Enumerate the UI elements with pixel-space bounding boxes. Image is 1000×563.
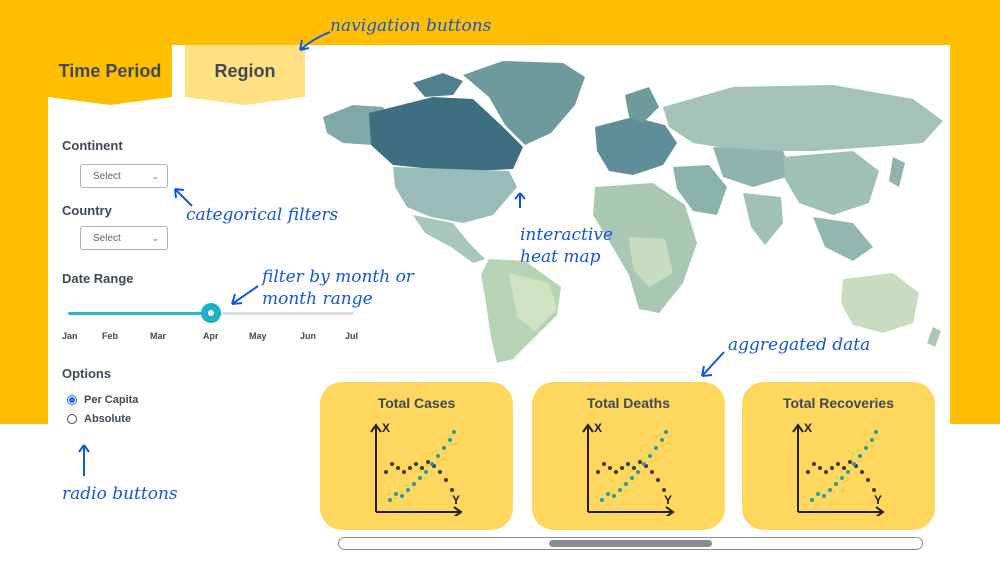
card-title: Total Recoveries [782, 395, 894, 411]
annotation-navigation: navigation buttons [330, 16, 492, 36]
month-label: Jul [345, 331, 359, 341]
map-region-europe [595, 117, 677, 175]
date-range-label: Date Range [62, 271, 134, 286]
arrow-icon [174, 188, 193, 207]
card-title: Total Deaths [587, 395, 670, 411]
map-region-arctic-islands [413, 73, 463, 97]
country-label: Country [62, 203, 112, 218]
annotation-map: interactive heat map [520, 225, 613, 267]
continent-label: Continent [62, 138, 123, 153]
radio-per-capita[interactable]: Per Capita [67, 394, 138, 406]
line-chart-icon: X Y [370, 421, 463, 516]
country-select-value: Select [93, 232, 121, 244]
arrow-icon [514, 192, 526, 208]
total-recoveries-card[interactable]: Total Recoveries X Y [742, 382, 935, 530]
radio-icon [67, 414, 77, 424]
continent-select-value: Select [93, 170, 121, 182]
svg-text:Y: Y [452, 493, 460, 507]
map-region-central-africa [629, 237, 673, 287]
map-region-canada [369, 97, 523, 171]
month-label: Jun [300, 331, 317, 341]
annotation-radio: radio buttons [62, 484, 178, 504]
map-region-china [783, 151, 879, 215]
map-region-japan [889, 157, 905, 187]
chevron-down-icon: ⌄ [151, 170, 159, 181]
options-label: Options [62, 366, 112, 381]
map-region-middle-east [673, 165, 727, 215]
radio-icon [67, 395, 77, 405]
map-region-new-zealand [927, 327, 941, 347]
svg-text:X: X [594, 421, 602, 435]
tab-time-period[interactable]: Time Period [48, 45, 172, 105]
annotation-filters: categorical filters [186, 205, 339, 225]
horizontal-scrollbar[interactable] [338, 537, 923, 550]
arrow-icon [231, 285, 259, 305]
annotation-aggregated: aggregated data [728, 335, 871, 355]
map-region-usa [393, 167, 517, 223]
tab-region[interactable]: Region [185, 45, 305, 105]
radio-label: Absolute [84, 413, 132, 425]
svg-text:X: X [804, 421, 812, 435]
map-region-australia [841, 273, 919, 333]
continent-select[interactable]: Select ⌄ [80, 164, 168, 188]
radio-absolute[interactable]: Absolute [67, 413, 131, 425]
svg-text:X: X [382, 421, 390, 435]
map-region-scandinavia [625, 87, 659, 123]
radio-label: Per Capita [84, 394, 139, 406]
map-region-central-asia [713, 147, 793, 187]
svg-text:Y: Y [664, 493, 672, 507]
total-deaths-card[interactable]: Total Deaths X Y [532, 382, 725, 530]
date-range-fill [68, 312, 211, 315]
month-label: Apr [203, 331, 219, 341]
map-region-russia [663, 85, 943, 151]
chevron-down-icon: ⌄ [151, 232, 159, 243]
svg-text:Y: Y [874, 493, 882, 507]
line-chart-icon: X Y [582, 421, 675, 516]
line-chart-icon: X Y [792, 421, 885, 516]
map-region-greenland [463, 61, 585, 145]
world-heat-map[interactable] [313, 47, 953, 367]
arrow-icon [299, 31, 331, 51]
map-region-brazil [509, 273, 557, 331]
month-label: Mar [150, 331, 167, 341]
country-select[interactable]: Select ⌄ [80, 226, 168, 250]
tab-time-period-label: Time Period [58, 60, 162, 81]
month-label: Jan [62, 331, 78, 341]
map-region-india [743, 193, 783, 245]
map-region-mexico [413, 215, 485, 263]
tab-region-label: Region [214, 60, 276, 81]
arrow-icon [701, 351, 725, 377]
map-region-southeast-asia [813, 217, 873, 261]
date-range-thumb[interactable] [201, 303, 221, 323]
total-cases-card[interactable]: Total Cases X Y [320, 382, 513, 530]
month-label: Feb [102, 331, 119, 341]
arrow-icon [78, 444, 90, 476]
scrollbar-thumb[interactable] [549, 540, 712, 547]
card-title: Total Cases [377, 395, 456, 411]
annotation-date: filter by month or month range [262, 267, 414, 309]
month-label: May [249, 331, 267, 341]
